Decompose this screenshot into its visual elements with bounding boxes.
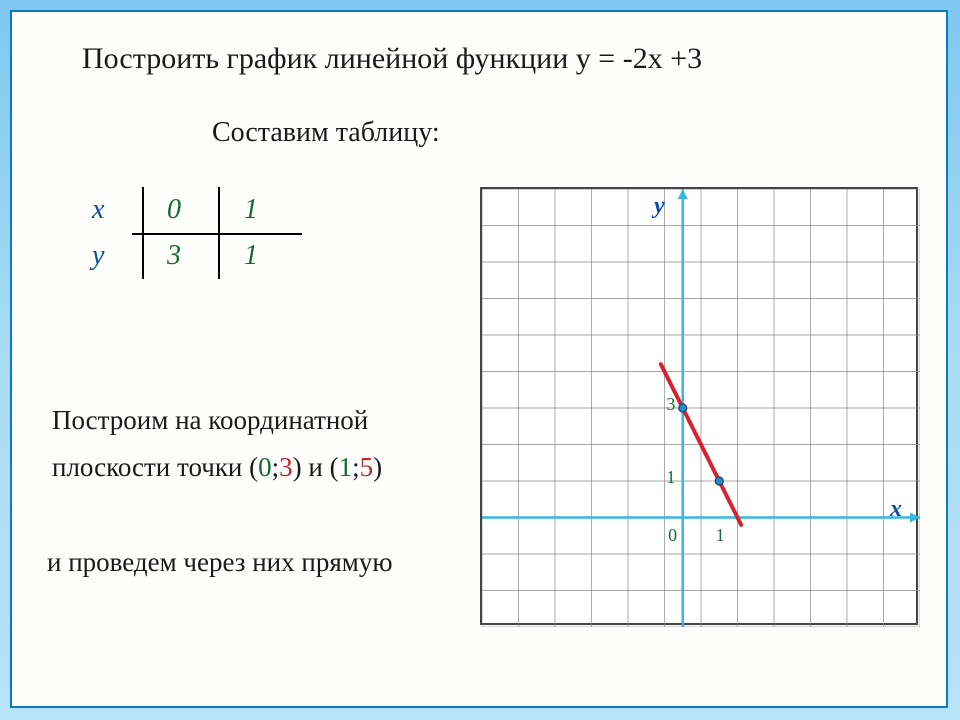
paragraph-line: и проведем через них прямую	[47, 547, 393, 578]
table-y0: 3	[139, 233, 209, 279]
slide: Построить график линейной функции y = -2…	[10, 10, 948, 708]
table-y1: 1	[216, 233, 286, 279]
table-y-label: y	[92, 233, 132, 279]
plot-svg	[482, 189, 920, 627]
tick-label: 3	[666, 394, 675, 415]
title: Построить график линейной функции y = -2…	[82, 42, 702, 76]
tick-label: 1	[716, 525, 725, 546]
axis-label-x: x	[890, 496, 902, 523]
table-x0: 0	[139, 187, 209, 233]
subtitle: Составим таблицу:	[212, 117, 440, 149]
axis-label-y: y	[654, 193, 665, 220]
value-table: x 0 1 y 3 1	[92, 187, 286, 279]
coordinate-plot: y x 0 1 1 3	[480, 187, 918, 625]
tick-label: 0	[668, 525, 677, 546]
tick-label: 1	[666, 467, 675, 488]
table-x-label: x	[92, 187, 132, 233]
paragraph-points: Построим на координатной плоскости точки…	[52, 397, 382, 492]
table-x1: 1	[216, 187, 286, 233]
